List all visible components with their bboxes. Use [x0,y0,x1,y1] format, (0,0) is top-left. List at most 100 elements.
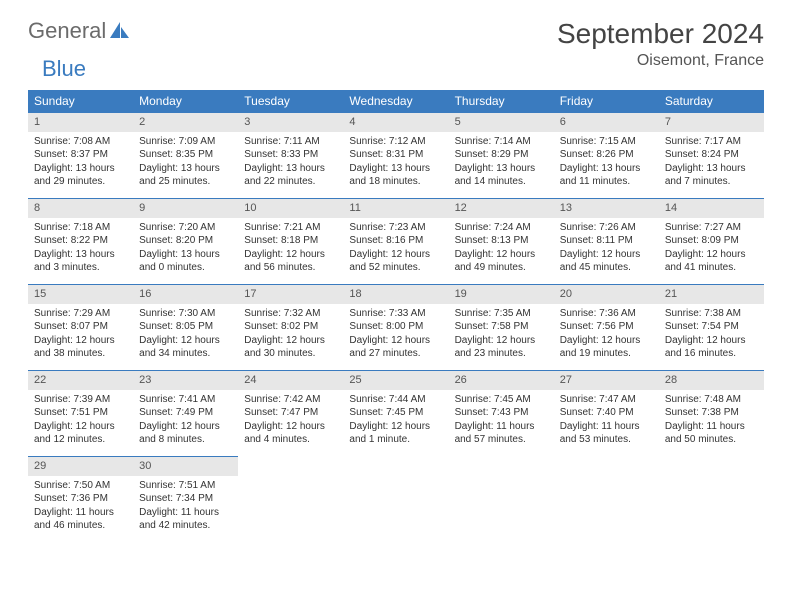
calendar-cell: 24Sunrise: 7:42 AMSunset: 7:47 PMDayligh… [238,370,343,456]
calendar-body: 1Sunrise: 7:08 AMSunset: 8:37 PMDaylight… [28,112,764,542]
sunrise-line: Sunrise: 7:26 AM [560,221,653,235]
calendar-row: 29Sunrise: 7:50 AMSunset: 7:36 PMDayligh… [28,456,764,542]
sunrise-line: Sunrise: 7:21 AM [244,221,337,235]
sunset-line: Sunset: 7:51 PM [34,406,127,420]
day-number: 5 [449,112,554,132]
day-number: 27 [554,370,659,390]
sunrise-line: Sunrise: 7:38 AM [665,307,758,321]
day-number: 11 [343,198,448,218]
sunset-line: Sunset: 8:18 PM [244,234,337,248]
day-number: 8 [28,198,133,218]
calendar-cell: 4Sunrise: 7:12 AMSunset: 8:31 PMDaylight… [343,112,448,198]
sunrise-line: Sunrise: 7:11 AM [244,135,337,149]
sunset-line: Sunset: 8:00 PM [349,320,442,334]
day-number: 6 [554,112,659,132]
day-body: Sunrise: 7:18 AMSunset: 8:22 PMDaylight:… [28,218,133,281]
calendar-cell: 13Sunrise: 7:26 AMSunset: 8:11 PMDayligh… [554,198,659,284]
calendar-row: 8Sunrise: 7:18 AMSunset: 8:22 PMDaylight… [28,198,764,284]
daylight-line: Daylight: 12 hoursand 19 minutes. [560,334,653,361]
day-number: 12 [449,198,554,218]
calendar-cell: 15Sunrise: 7:29 AMSunset: 8:07 PMDayligh… [28,284,133,370]
sunrise-line: Sunrise: 7:51 AM [139,479,232,493]
sunrise-line: Sunrise: 7:18 AM [34,221,127,235]
daylight-line: Daylight: 11 hoursand 42 minutes. [139,506,232,533]
sunrise-line: Sunrise: 7:30 AM [139,307,232,321]
sunrise-line: Sunrise: 7:15 AM [560,135,653,149]
day-number: 21 [659,284,764,304]
sunset-line: Sunset: 8:26 PM [560,148,653,162]
calendar-cell: 21Sunrise: 7:38 AMSunset: 7:54 PMDayligh… [659,284,764,370]
calendar-cell [554,456,659,542]
sunset-line: Sunset: 8:20 PM [139,234,232,248]
daylight-line: Daylight: 12 hoursand 1 minute. [349,420,442,447]
location: Oisemont, France [557,52,764,70]
sunset-line: Sunset: 8:33 PM [244,148,337,162]
calendar-cell: 16Sunrise: 7:30 AMSunset: 8:05 PMDayligh… [133,284,238,370]
sunset-line: Sunset: 8:13 PM [455,234,548,248]
day-body: Sunrise: 7:24 AMSunset: 8:13 PMDaylight:… [449,218,554,281]
sunset-line: Sunset: 7:36 PM [34,492,127,506]
daylight-line: Daylight: 11 hoursand 57 minutes. [455,420,548,447]
calendar-cell: 20Sunrise: 7:36 AMSunset: 7:56 PMDayligh… [554,284,659,370]
sunrise-line: Sunrise: 7:12 AM [349,135,442,149]
daylight-line: Daylight: 12 hoursand 49 minutes. [455,248,548,275]
sunset-line: Sunset: 7:34 PM [139,492,232,506]
weekday-header: Thursday [449,90,554,112]
daylight-line: Daylight: 12 hoursand 4 minutes. [244,420,337,447]
sunset-line: Sunset: 8:35 PM [139,148,232,162]
calendar-cell: 7Sunrise: 7:17 AMSunset: 8:24 PMDaylight… [659,112,764,198]
day-number: 23 [133,370,238,390]
day-body: Sunrise: 7:35 AMSunset: 7:58 PMDaylight:… [449,304,554,367]
weekday-header: Saturday [659,90,764,112]
sunset-line: Sunset: 7:47 PM [244,406,337,420]
daylight-line: Daylight: 12 hoursand 56 minutes. [244,248,337,275]
calendar-cell: 9Sunrise: 7:20 AMSunset: 8:20 PMDaylight… [133,198,238,284]
weekday-header: Sunday [28,90,133,112]
day-body: Sunrise: 7:51 AMSunset: 7:34 PMDaylight:… [133,476,238,539]
sunset-line: Sunset: 8:24 PM [665,148,758,162]
sunrise-line: Sunrise: 7:48 AM [665,393,758,407]
day-number: 28 [659,370,764,390]
day-body: Sunrise: 7:33 AMSunset: 8:00 PMDaylight:… [343,304,448,367]
calendar-table: SundayMondayTuesdayWednesdayThursdayFrid… [28,90,764,542]
calendar-cell: 8Sunrise: 7:18 AMSunset: 8:22 PMDaylight… [28,198,133,284]
sunrise-line: Sunrise: 7:42 AM [244,393,337,407]
sunset-line: Sunset: 8:31 PM [349,148,442,162]
sunset-line: Sunset: 8:07 PM [34,320,127,334]
sunset-line: Sunset: 7:56 PM [560,320,653,334]
daylight-line: Daylight: 13 hoursand 11 minutes. [560,162,653,189]
calendar-cell: 28Sunrise: 7:48 AMSunset: 7:38 PMDayligh… [659,370,764,456]
day-number: 25 [343,370,448,390]
calendar-cell: 11Sunrise: 7:23 AMSunset: 8:16 PMDayligh… [343,198,448,284]
day-body: Sunrise: 7:32 AMSunset: 8:02 PMDaylight:… [238,304,343,367]
day-body: Sunrise: 7:36 AMSunset: 7:56 PMDaylight:… [554,304,659,367]
daylight-line: Daylight: 13 hoursand 22 minutes. [244,162,337,189]
calendar-cell: 5Sunrise: 7:14 AMSunset: 8:29 PMDaylight… [449,112,554,198]
calendar-cell: 14Sunrise: 7:27 AMSunset: 8:09 PMDayligh… [659,198,764,284]
day-body: Sunrise: 7:12 AMSunset: 8:31 PMDaylight:… [343,132,448,195]
day-body: Sunrise: 7:39 AMSunset: 7:51 PMDaylight:… [28,390,133,453]
sunset-line: Sunset: 8:05 PM [139,320,232,334]
sunset-line: Sunset: 8:22 PM [34,234,127,248]
sunset-line: Sunset: 8:02 PM [244,320,337,334]
logo-part1: General [28,18,106,44]
sunrise-line: Sunrise: 7:09 AM [139,135,232,149]
day-body: Sunrise: 7:38 AMSunset: 7:54 PMDaylight:… [659,304,764,367]
calendar-cell: 26Sunrise: 7:45 AMSunset: 7:43 PMDayligh… [449,370,554,456]
sunrise-line: Sunrise: 7:41 AM [139,393,232,407]
calendar-cell [238,456,343,542]
day-number: 4 [343,112,448,132]
sunrise-line: Sunrise: 7:29 AM [34,307,127,321]
sunrise-line: Sunrise: 7:33 AM [349,307,442,321]
day-number: 16 [133,284,238,304]
title-block: September 2024 Oisemont, France [557,18,764,70]
day-number: 17 [238,284,343,304]
calendar-cell: 17Sunrise: 7:32 AMSunset: 8:02 PMDayligh… [238,284,343,370]
day-body: Sunrise: 7:21 AMSunset: 8:18 PMDaylight:… [238,218,343,281]
sunrise-line: Sunrise: 7:39 AM [34,393,127,407]
calendar-cell [343,456,448,542]
day-body: Sunrise: 7:45 AMSunset: 7:43 PMDaylight:… [449,390,554,453]
day-body: Sunrise: 7:08 AMSunset: 8:37 PMDaylight:… [28,132,133,195]
daylight-line: Daylight: 12 hoursand 27 minutes. [349,334,442,361]
weekday-header: Tuesday [238,90,343,112]
